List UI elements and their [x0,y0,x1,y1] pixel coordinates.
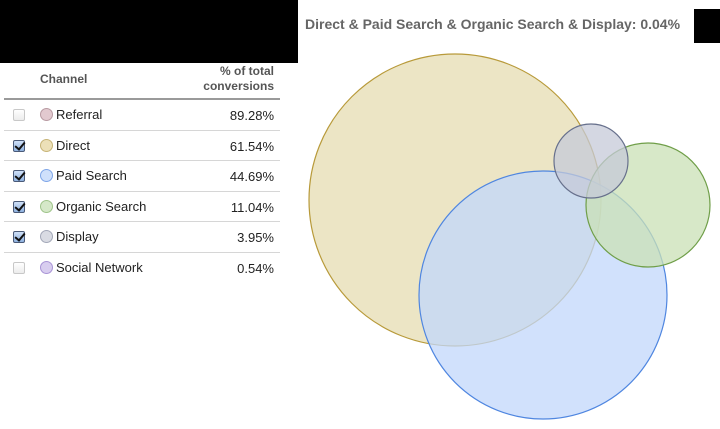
redacted-region [0,0,298,63]
channel-color-dot-icon [40,199,53,213]
column-header-channel: Channel [40,72,88,86]
channel-pct-value: 61.54% [229,138,274,154]
channel-label: Referral [56,107,103,122]
table-row: Paid Search 44.69% [4,161,280,192]
channel-checkbox[interactable] [13,109,25,121]
channel-label: Social Network [56,259,143,275]
channel-label: Direct [56,137,90,153]
channel-checkbox[interactable] [13,200,25,213]
channel-pct-value: 44.69% [229,169,274,184]
channel-color-dot-icon [40,138,53,152]
table-row: Organic Search 11.04% [4,192,280,222]
channel-checkbox[interactable] [13,261,25,274]
channel-color-dot-icon [40,169,53,182]
table-header: Channel % of total conversions [4,63,280,100]
channel-color-dot-icon [40,260,53,274]
channel-color-dot-icon [40,108,53,121]
table-row: Referral 89.28% [4,100,280,131]
table-row: Direct 61.54% [4,131,280,161]
channel-pct-value: 0.54% [237,260,274,276]
channel-checkbox[interactable] [13,170,25,182]
channel-label: Paid Search [56,168,127,183]
channel-table: Channel % of total conversions Referral 8… [4,63,280,283]
table-row: Display 3.95% [4,222,280,253]
channel-label: Display [56,229,99,244]
channel-pct-value: 3.95% [237,230,274,245]
channel-color-dot-icon [40,230,53,243]
venn-intersection-title: Direct & Paid Search & Organic Search & … [305,16,681,32]
channel-label: Organic Search [56,198,147,214]
column-header-pct: % of total conversions [203,64,274,93]
table-row: Social Network 0.54% [4,253,280,284]
channel-pct-value: 89.28% [229,108,274,123]
channel-pct-value: 11.04% [230,199,274,215]
channel-checkbox[interactable] [13,139,25,152]
redacted-region [694,9,720,43]
venn-circle-display[interactable] [553,123,629,199]
channel-checkbox[interactable] [13,231,25,243]
